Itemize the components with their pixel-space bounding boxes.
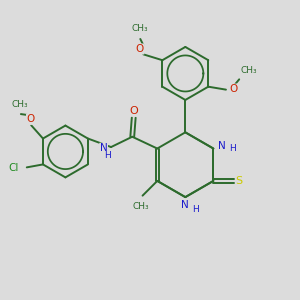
Text: CH₃: CH₃	[11, 100, 28, 109]
Text: H: H	[229, 144, 236, 153]
Text: N: N	[100, 143, 107, 153]
Text: O: O	[26, 114, 35, 124]
Text: CH₃: CH₃	[133, 202, 149, 211]
Text: N: N	[182, 200, 189, 210]
Text: H: H	[192, 205, 199, 214]
Text: O: O	[229, 84, 237, 94]
Text: Cl: Cl	[8, 163, 19, 173]
Text: CH₃: CH₃	[241, 66, 257, 75]
Text: O: O	[129, 106, 138, 116]
Text: S: S	[236, 176, 243, 186]
Text: O: O	[136, 44, 144, 54]
Text: N: N	[218, 141, 226, 151]
Text: CH₃: CH₃	[132, 24, 148, 33]
Text: H: H	[104, 152, 111, 160]
